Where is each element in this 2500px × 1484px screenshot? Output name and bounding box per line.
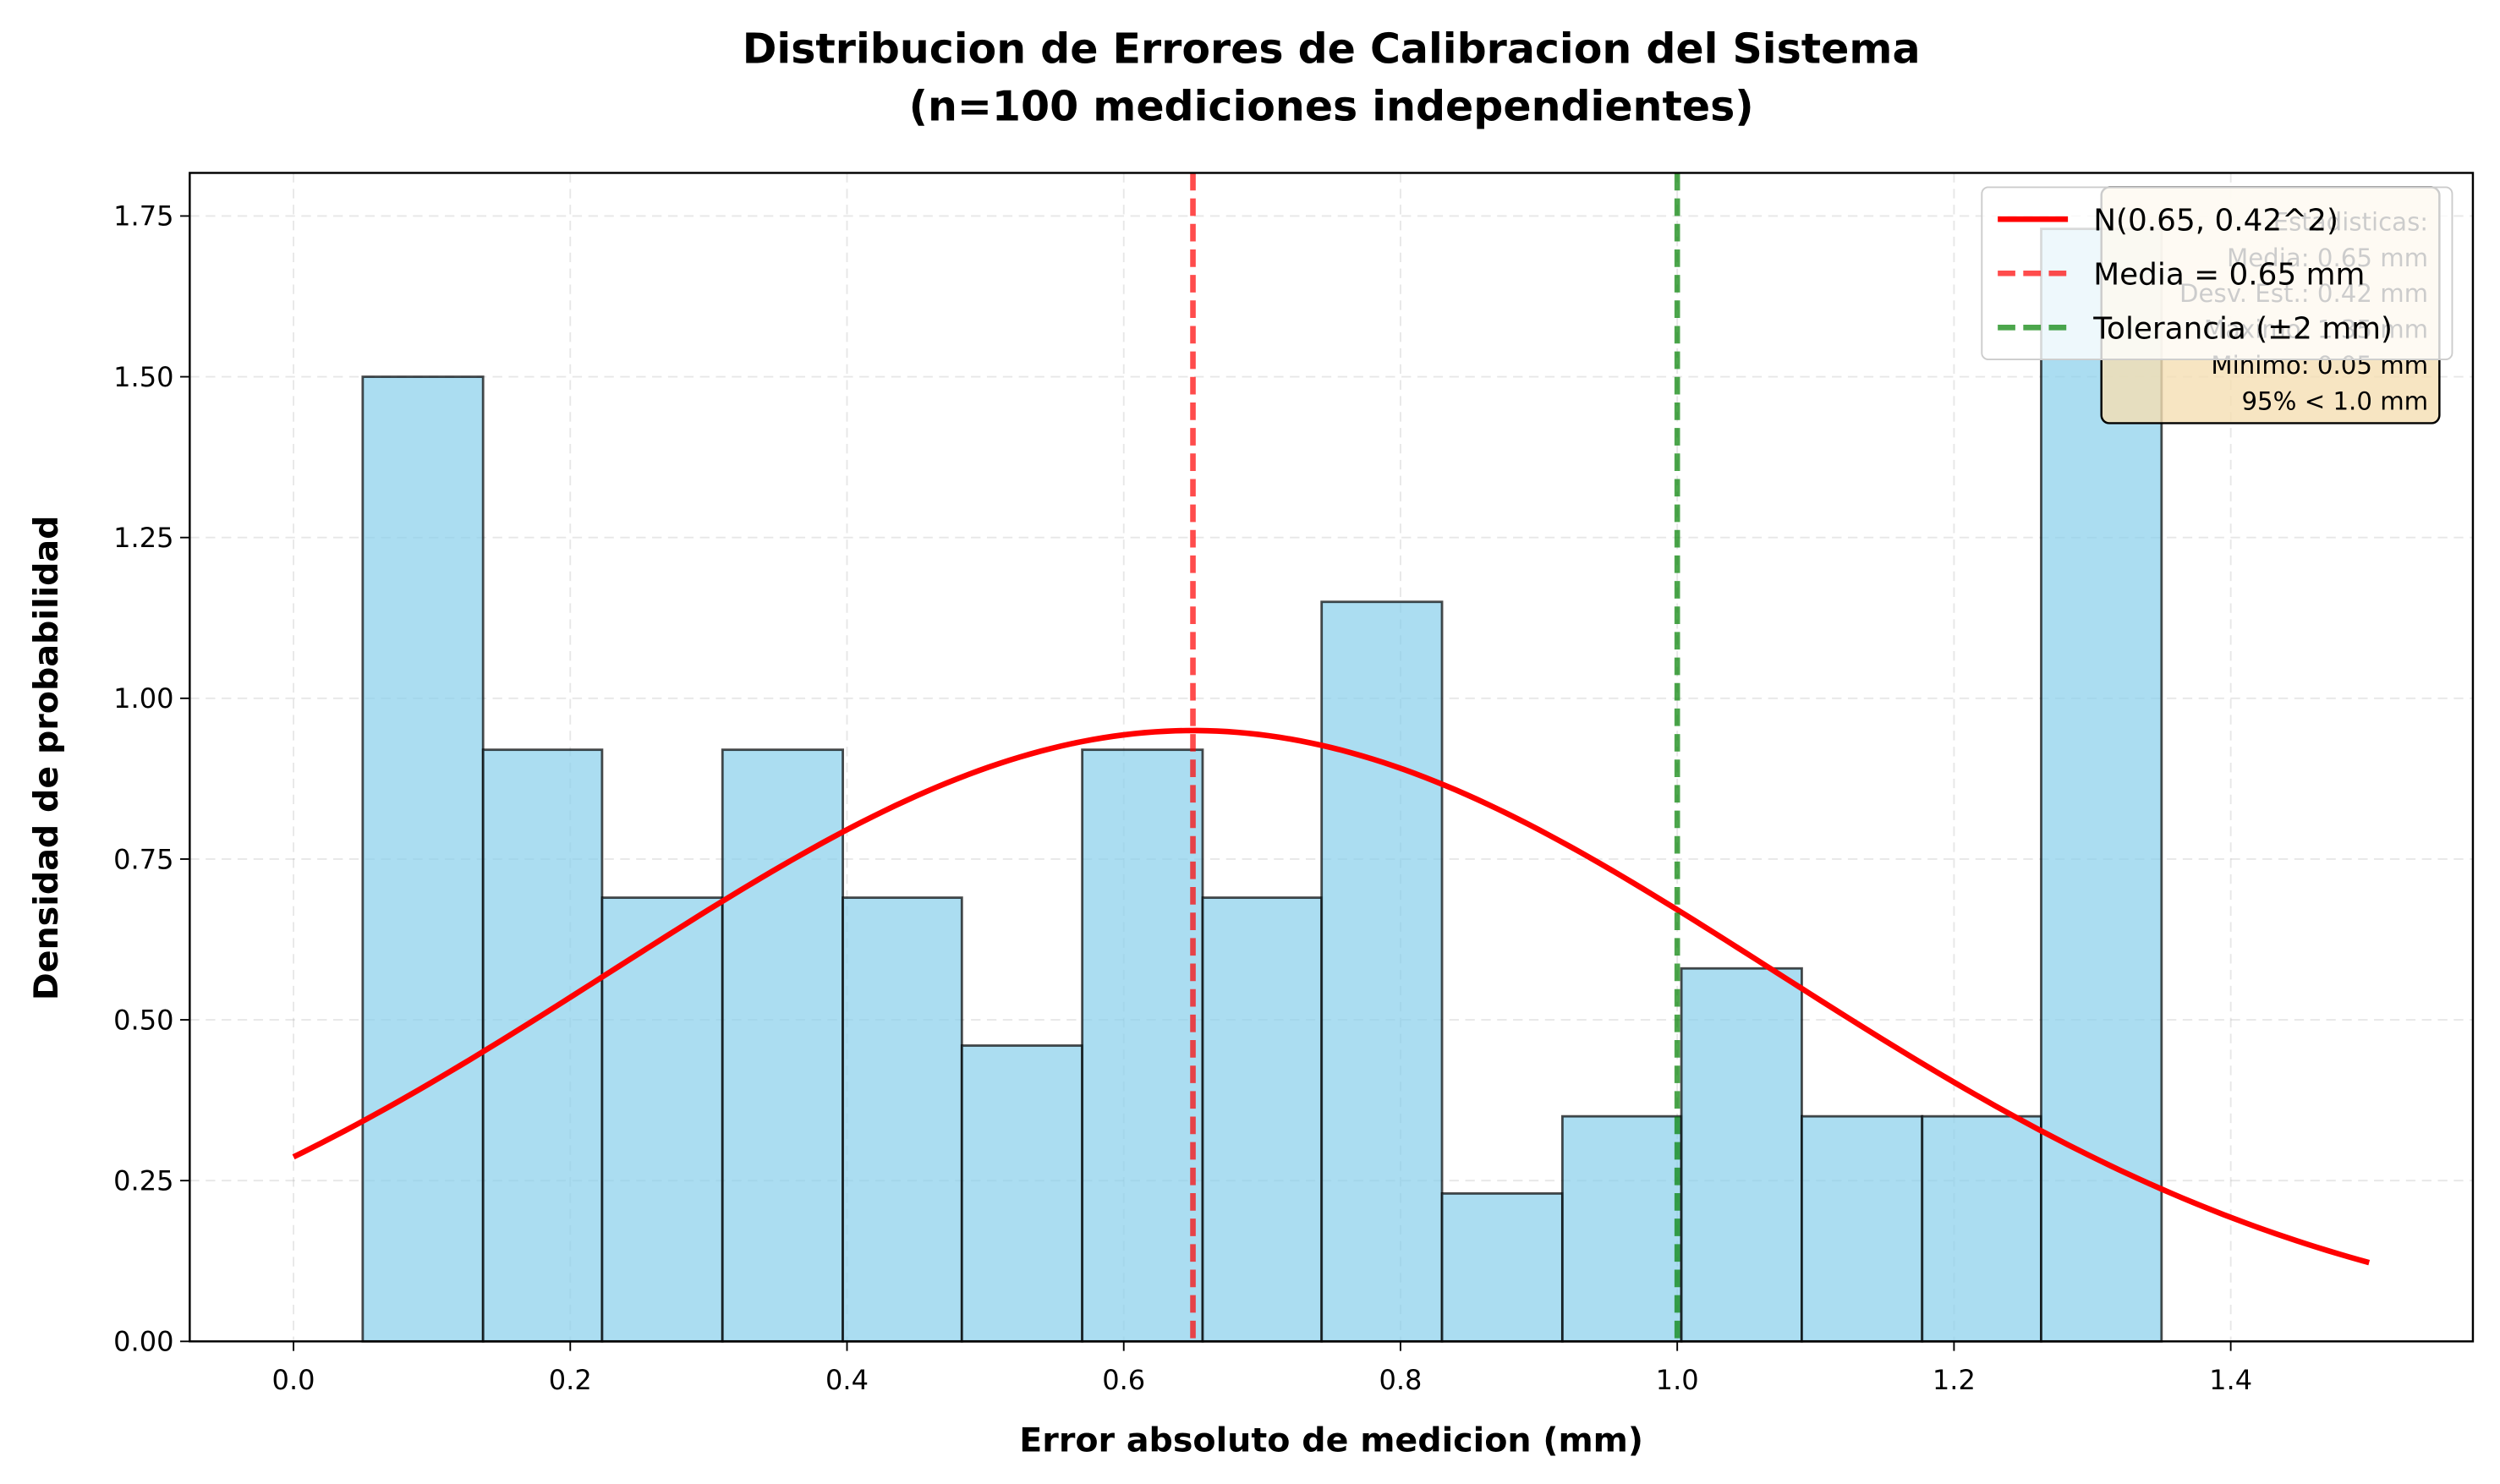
x-tick-label: 0.0 [272,1364,315,1396]
legend-label: N(0.65, 0.42^2) [2093,203,2338,238]
y-tick-label: 0.25 [113,1165,173,1197]
y-axis-label: Densidad de probabilidad [27,516,66,1001]
legend: N(0.65, 0.42^2) Media = 0.65 mm Tolerancia… [1981,186,2453,360]
legend-label: Tolerancia (±2 mm) [2092,312,2393,347]
bar [361,375,485,1343]
x-tick-label: 0.2 [549,1364,592,1396]
plot-frame [189,172,2475,1343]
x-tick-label: 0.4 [825,1364,869,1396]
bar [1921,1114,2042,1343]
bar [1201,896,1324,1343]
bar [842,896,963,1343]
x-tick-label: 0.8 [1379,1364,1422,1396]
x-tick-label: 0.6 [1102,1364,1145,1396]
y-tick-label: 1.50 [113,361,173,393]
bar [960,1044,1084,1343]
normal-curve [292,727,2371,1266]
legend-label: Media = 0.65 mm [2093,257,2365,292]
bar [721,748,845,1343]
y-tick-label: 1.25 [113,522,173,554]
bar [1320,600,1444,1343]
y-tick-label: 0.00 [113,1326,173,1358]
y-tick-label: 0.75 [113,843,173,875]
bar [1801,1114,1924,1343]
bar [600,896,724,1343]
x-axis-label: Error absoluto de medicion (mm) [1019,1421,1643,1459]
stats-text: 95% < 1.0 mm [2241,386,2428,415]
bar [481,748,604,1343]
x-tick-label: 1.2 [1933,1364,1976,1396]
bar [1440,1192,1564,1343]
legend-bg [1981,186,2453,360]
chart-title: Distribucion de Errores de Calibracion d… [743,25,1921,73]
y-tick-label: 1.00 [113,682,173,715]
chart-subtitle: (n=100 mediciones independientes) [909,82,1754,130]
bar [1081,748,1204,1343]
bar [1680,967,1803,1343]
x-tick-label: 1.4 [2209,1364,2252,1396]
x-tick-label: 1.0 [1656,1364,1699,1396]
y-tick-label: 1.75 [113,200,173,233]
bar [1560,1114,1683,1343]
y-tick-label: 0.50 [113,1004,173,1036]
